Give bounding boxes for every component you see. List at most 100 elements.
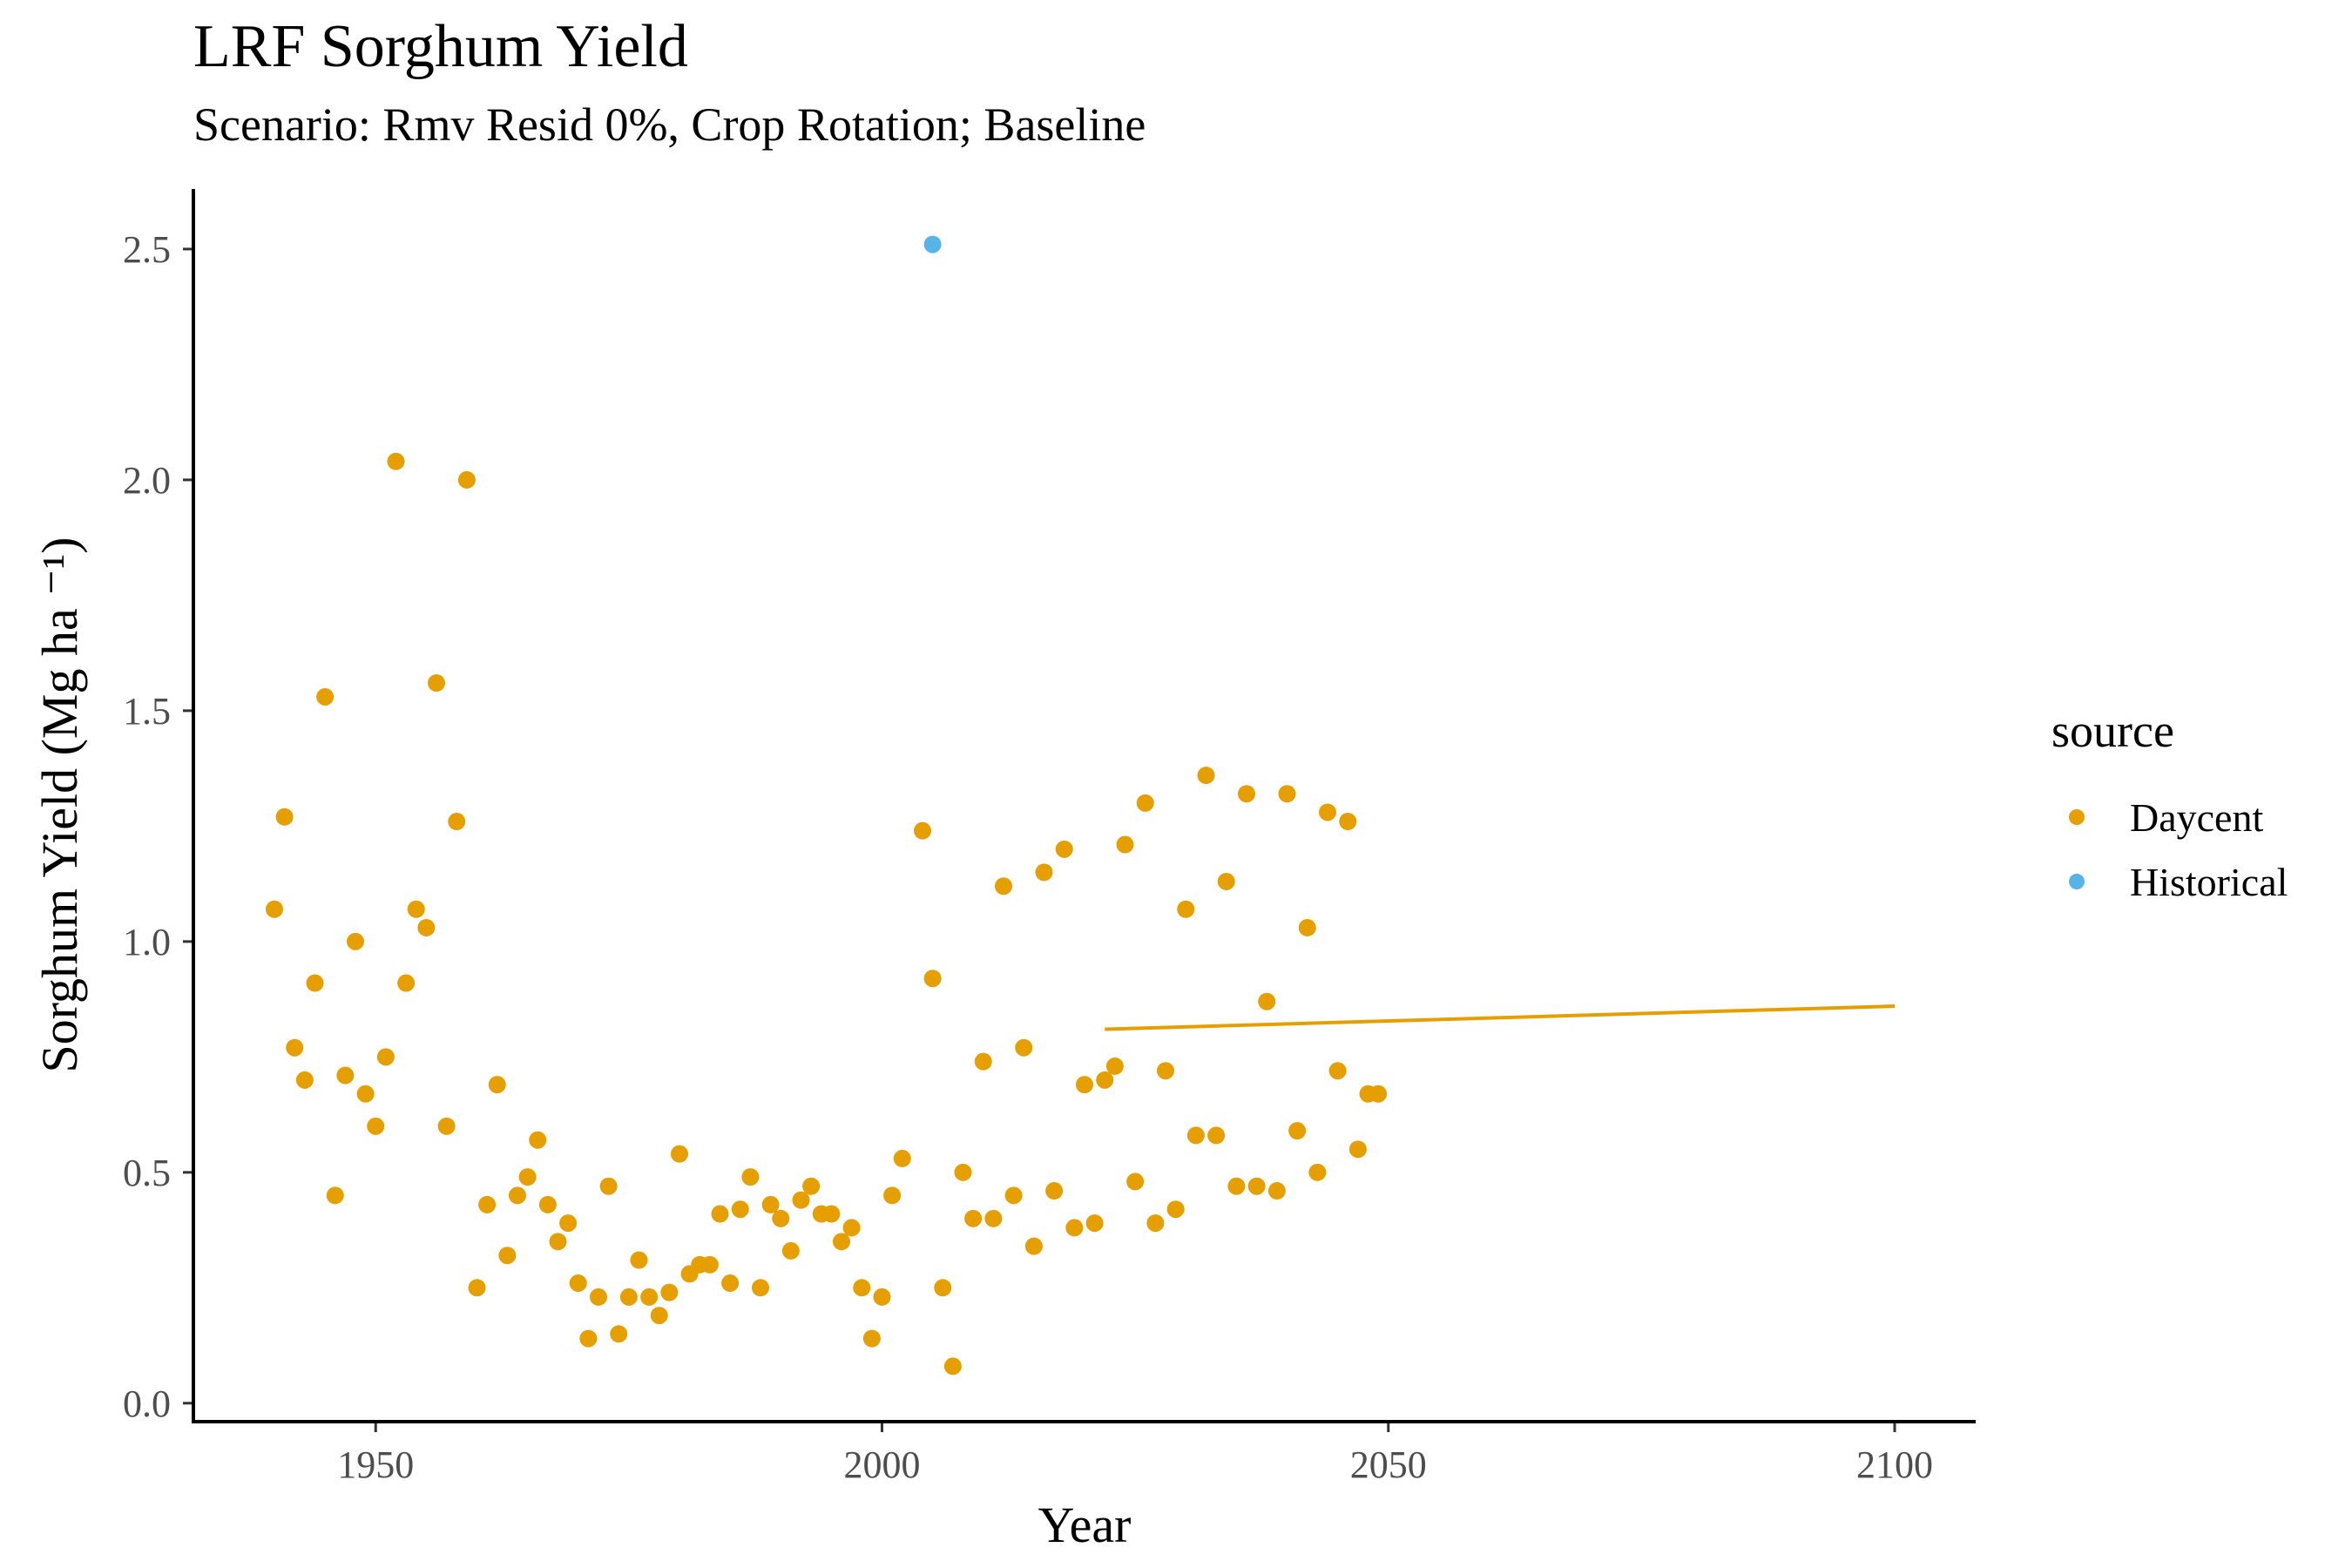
data-point-daycent bbox=[428, 674, 445, 693]
data-point-daycent bbox=[457, 470, 476, 489]
data-point-historical bbox=[923, 235, 942, 253]
data-point-daycent bbox=[326, 1186, 344, 1205]
y-tick-label: 2.5 bbox=[123, 228, 171, 271]
data-point-daycent bbox=[1116, 835, 1134, 854]
x-tick-label: 2000 bbox=[844, 1443, 921, 1486]
data-point-daycent bbox=[1267, 1182, 1286, 1200]
data-point-daycent bbox=[781, 1241, 800, 1260]
x-tick-label: 2100 bbox=[1856, 1443, 1933, 1486]
y-axis-ticks: 0.0 0.5 1.0 1.5 2.0 2.5 bbox=[123, 228, 193, 1425]
data-point-daycent bbox=[1288, 1122, 1307, 1140]
chart-title: LRF Sorghum Yield bbox=[193, 13, 688, 80]
data-point-daycent bbox=[538, 1195, 557, 1213]
data-point-daycent bbox=[1126, 1173, 1145, 1191]
data-point-daycent bbox=[761, 1195, 780, 1213]
data-point-daycent bbox=[711, 1205, 729, 1223]
data-point-daycent bbox=[974, 1052, 992, 1071]
data-point-daycent bbox=[1369, 1085, 1388, 1103]
data-point-daycent bbox=[306, 974, 324, 992]
x-axis-label: Year bbox=[1038, 1497, 1132, 1553]
data-point-daycent bbox=[1207, 1126, 1226, 1145]
data-point-daycent bbox=[286, 1038, 304, 1057]
data-point-daycent bbox=[387, 452, 405, 470]
y-tick-label: 2.0 bbox=[123, 459, 171, 502]
x-axis-ticks: 1950 2000 2050 2100 bbox=[337, 1422, 1933, 1486]
data-point-daycent bbox=[529, 1131, 547, 1149]
data-point-daycent bbox=[700, 1255, 719, 1274]
data-point-daycent bbox=[943, 1357, 962, 1375]
data-point-daycent bbox=[1186, 1126, 1205, 1145]
legend-label: Daycent bbox=[2130, 794, 2264, 840]
data-point-daycent bbox=[569, 1274, 587, 1293]
data-point-daycent bbox=[984, 1209, 1003, 1227]
data-point-daycent bbox=[741, 1168, 760, 1186]
data-point-daycent bbox=[721, 1274, 740, 1293]
data-point-daycent bbox=[1055, 840, 1073, 858]
data-point-daycent bbox=[923, 970, 942, 988]
data-point-daycent bbox=[1298, 918, 1316, 936]
data-point-daycent bbox=[579, 1329, 598, 1348]
chart-subtitle: Scenario: Rmv Resid 0%, Crop Rotation; B… bbox=[193, 98, 1146, 151]
data-point-daycent bbox=[671, 1145, 688, 1163]
data-point-daycent bbox=[1085, 1214, 1104, 1233]
data-point-daycent bbox=[1247, 1177, 1266, 1195]
y-tick-label: 0.0 bbox=[123, 1382, 171, 1425]
data-point-daycent bbox=[468, 1279, 486, 1297]
data-point-daycent bbox=[316, 687, 335, 706]
data-point-daycent bbox=[1024, 1237, 1043, 1255]
data-point-daycent bbox=[914, 821, 931, 840]
data-point-daycent bbox=[1045, 1182, 1064, 1200]
data-point-daycent bbox=[650, 1307, 668, 1325]
y-axis-label: Sorghum Yield (Mg ha ⁻¹) bbox=[31, 537, 88, 1072]
data-point-daycent bbox=[1177, 900, 1195, 918]
x-tick-label: 2050 bbox=[1350, 1443, 1427, 1486]
data-point-daycent bbox=[1319, 803, 1336, 821]
y-tick-label: 1.0 bbox=[123, 921, 171, 963]
data-point-daycent bbox=[822, 1205, 841, 1223]
plot-marks bbox=[266, 235, 1896, 1375]
data-point-daycent bbox=[275, 808, 294, 826]
data-point-daycent bbox=[893, 1149, 911, 1167]
data-point-daycent bbox=[518, 1168, 537, 1186]
legend-title: source bbox=[2051, 705, 2174, 757]
data-point-daycent bbox=[1227, 1177, 1246, 1195]
data-point-daycent bbox=[407, 900, 425, 918]
data-point-daycent bbox=[1065, 1219, 1084, 1237]
data-point-daycent bbox=[488, 1076, 506, 1094]
data-point-daycent bbox=[1308, 1163, 1327, 1181]
legend-dot-historical bbox=[2069, 874, 2085, 889]
data-point-daycent bbox=[964, 1209, 983, 1227]
data-point-daycent bbox=[559, 1214, 578, 1233]
legend-item-historical: Historical bbox=[2069, 855, 2288, 908]
data-point-daycent bbox=[376, 1048, 395, 1066]
data-point-daycent bbox=[873, 1288, 891, 1306]
data-point-daycent bbox=[590, 1288, 607, 1306]
data-point-daycent bbox=[619, 1288, 638, 1306]
data-point-daycent bbox=[833, 1233, 850, 1251]
data-point-daycent bbox=[437, 1117, 456, 1135]
data-point-daycent bbox=[862, 1329, 881, 1348]
data-point-daycent bbox=[772, 1209, 790, 1227]
data-point-daycent bbox=[478, 1195, 497, 1213]
data-point-daycent bbox=[397, 974, 416, 992]
data-point-daycent bbox=[1339, 813, 1357, 831]
data-point-daycent bbox=[752, 1279, 769, 1297]
data-point-daycent bbox=[995, 877, 1012, 896]
data-point-daycent bbox=[266, 900, 283, 918]
data-point-daycent bbox=[509, 1186, 526, 1205]
data-point-daycent bbox=[448, 813, 466, 831]
data-point-daycent bbox=[853, 1279, 871, 1297]
y-tick-label: 1.5 bbox=[123, 690, 171, 733]
data-point-daycent bbox=[1146, 1214, 1165, 1233]
y-tick-label: 0.5 bbox=[123, 1152, 171, 1194]
data-point-daycent bbox=[842, 1219, 861, 1237]
data-point-daycent bbox=[367, 1117, 385, 1135]
data-point-daycent bbox=[630, 1251, 648, 1269]
data-point-daycent bbox=[1157, 1062, 1174, 1080]
data-point-daycent bbox=[883, 1186, 902, 1205]
data-point-daycent bbox=[610, 1325, 628, 1343]
data-point-daycent bbox=[347, 932, 364, 950]
data-point-daycent bbox=[1035, 863, 1053, 882]
data-point-daycent bbox=[660, 1283, 679, 1301]
